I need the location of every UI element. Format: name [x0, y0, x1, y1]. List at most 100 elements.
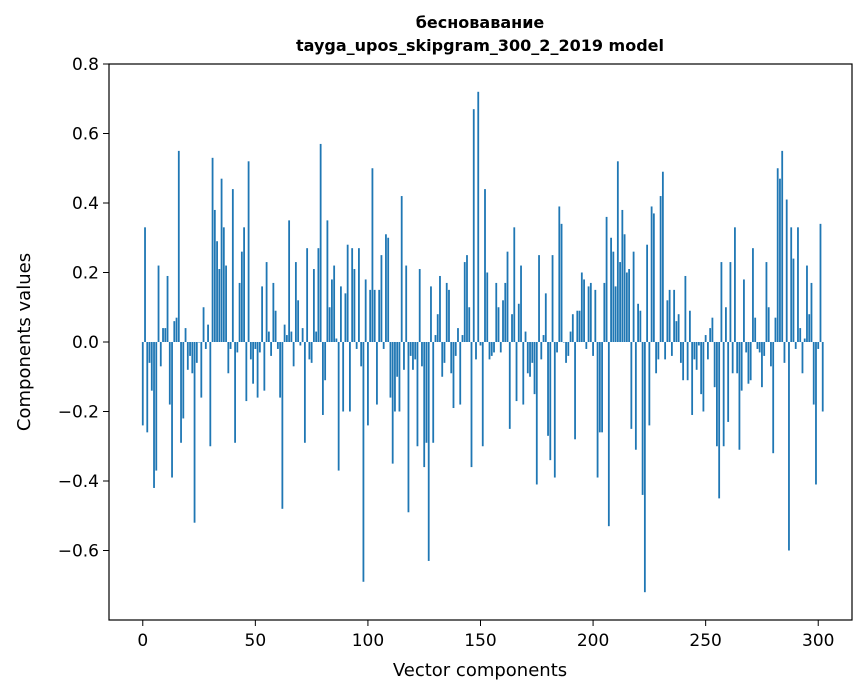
- bar: [727, 342, 730, 422]
- bar: [349, 342, 351, 412]
- bar: [803, 338, 806, 342]
- bar: [697, 342, 700, 346]
- bar: [207, 324, 209, 342]
- bar: [308, 342, 311, 360]
- bar: [540, 342, 543, 360]
- bar: [457, 328, 459, 342]
- bar: [416, 342, 419, 447]
- bar: [177, 150, 180, 342]
- bar: [797, 227, 799, 342]
- bar: [770, 342, 772, 367]
- bar: [466, 255, 468, 342]
- bar: [533, 342, 536, 395]
- bar: [294, 262, 297, 342]
- bar: [675, 321, 678, 342]
- bar: [657, 342, 660, 360]
- bar: [812, 342, 815, 405]
- bar: [396, 342, 399, 377]
- bar: [578, 310, 581, 342]
- bar: [515, 342, 518, 402]
- bar: [571, 314, 574, 342]
- bar: [299, 342, 302, 346]
- bar: [184, 328, 187, 342]
- bar: [569, 331, 572, 342]
- bar: [441, 342, 444, 377]
- y-tick-label: −0.6: [58, 542, 99, 562]
- bar: [542, 335, 545, 342]
- bar: [684, 275, 687, 342]
- bar: [776, 168, 779, 342]
- bar: [168, 342, 171, 405]
- bar: [794, 342, 797, 349]
- bar: [454, 342, 457, 356]
- bar: [612, 251, 615, 342]
- bar: [520, 265, 522, 342]
- bar: [191, 342, 194, 374]
- bar: [704, 335, 707, 342]
- bar: [562, 342, 565, 343]
- bar: [231, 189, 234, 342]
- bar: [747, 342, 750, 384]
- bar: [729, 262, 732, 342]
- x-tick-label: 250: [689, 631, 721, 651]
- bar: [788, 342, 790, 551]
- bar: [641, 342, 644, 495]
- bar: [373, 289, 376, 342]
- bar: [648, 342, 651, 426]
- bar: [592, 342, 594, 356]
- bar: [470, 342, 473, 468]
- bar: [610, 237, 612, 342]
- bar: [720, 262, 723, 342]
- bar: [601, 342, 603, 433]
- bar: [511, 314, 513, 342]
- x-tick-label: 300: [802, 631, 834, 651]
- bar: [148, 342, 151, 363]
- bar: [427, 342, 430, 561]
- bar: [276, 342, 279, 349]
- bar: [254, 342, 257, 349]
- bar: [785, 199, 788, 342]
- bar: [236, 342, 239, 353]
- bar: [351, 248, 354, 342]
- bar: [430, 286, 432, 342]
- bar: [249, 342, 252, 360]
- bar: [380, 255, 383, 342]
- bar: [290, 331, 293, 342]
- bar: [382, 342, 385, 349]
- bar: [360, 342, 363, 367]
- y-tick-label: −0.2: [58, 403, 99, 423]
- bar: [364, 279, 367, 342]
- bar: [815, 342, 817, 485]
- bar: [781, 150, 784, 342]
- y-tick-label: 0.2: [72, 264, 99, 284]
- bar: [279, 342, 282, 398]
- bar: [425, 342, 428, 443]
- bar: [274, 310, 277, 342]
- bar: [607, 342, 610, 527]
- bar: [544, 293, 547, 342]
- bar: [531, 342, 534, 363]
- bar: [547, 342, 549, 436]
- bar: [335, 338, 338, 342]
- bar: [502, 300, 504, 342]
- bar: [522, 342, 525, 405]
- bar: [477, 91, 480, 342]
- bar: [736, 342, 739, 374]
- bar: [639, 310, 642, 342]
- bar: [412, 342, 414, 370]
- bar: [459, 342, 462, 405]
- bar: [400, 196, 403, 342]
- x-tick-label: 150: [464, 631, 496, 651]
- x-axis-label: Vector components: [393, 660, 567, 681]
- bar: [517, 303, 520, 342]
- bar: [740, 342, 743, 391]
- bar: [731, 342, 734, 374]
- bar: [189, 342, 191, 356]
- bar: [695, 342, 698, 370]
- bar: [819, 223, 822, 342]
- bar: [414, 342, 417, 360]
- bar: [164, 328, 167, 342]
- bar: [479, 342, 482, 346]
- bar: [421, 342, 423, 367]
- bar: [526, 342, 529, 374]
